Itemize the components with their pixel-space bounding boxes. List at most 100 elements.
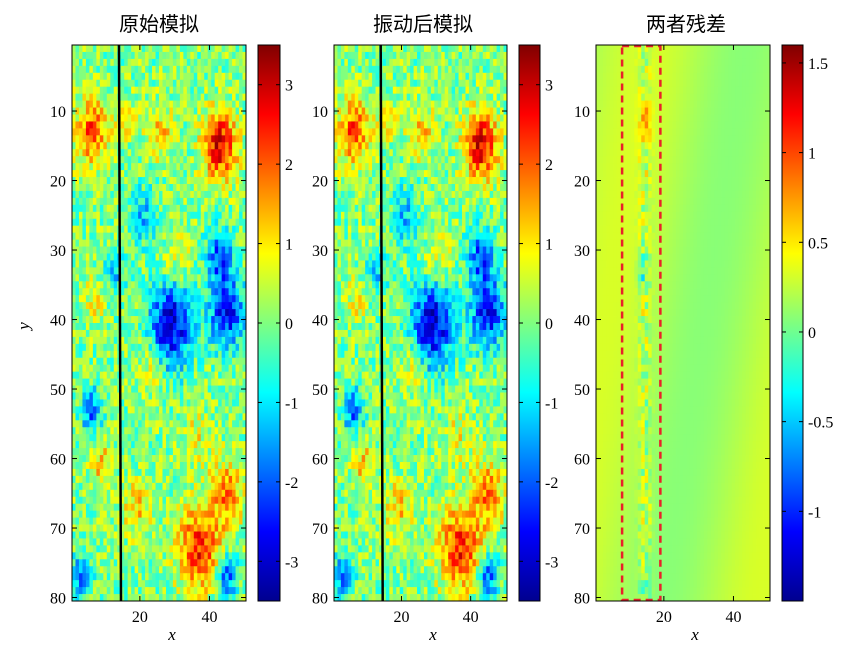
- heatmap-cell: [172, 211, 177, 220]
- heatmap-cell: [399, 156, 404, 164]
- heatmap-cell: [232, 149, 236, 157]
- heatmap-cell: [228, 580, 233, 588]
- heatmap-cell: [82, 594, 87, 602]
- heatmap-cell: [479, 114, 484, 122]
- heatmap-cell: [190, 323, 195, 331]
- heatmap-cell: [197, 371, 202, 379]
- heatmap-cell: [152, 455, 156, 463]
- heatmap-cell: [113, 587, 118, 595]
- heatmap-cell: [221, 448, 226, 456]
- heatmap-cell: [427, 149, 432, 157]
- heatmap-cell: [138, 406, 142, 414]
- heatmap-cell: [92, 45, 97, 53]
- heatmap-cell: [334, 156, 338, 164]
- heatmap-cell: [207, 197, 212, 206]
- heatmap-cell: [106, 489, 111, 498]
- heatmap-cell: [218, 142, 223, 150]
- heatmap-cell: [193, 510, 198, 518]
- heatmap-cell: [134, 323, 139, 331]
- heatmap-cell: [214, 538, 219, 546]
- heatmap-cell: [183, 156, 188, 164]
- heatmap-cell: [193, 594, 198, 602]
- heatmap-cell: [141, 587, 146, 595]
- heatmap-cell: [78, 566, 83, 574]
- heatmap-cell: [399, 107, 404, 115]
- heatmap-cell: [96, 448, 101, 456]
- heatmap-cell: [72, 531, 76, 539]
- heatmap-cell: [340, 72, 345, 81]
- heatmap-cell: [124, 392, 129, 400]
- heatmap-cell: [85, 232, 90, 240]
- heatmap-cell: [441, 100, 446, 108]
- heatmap-cell: [183, 295, 188, 303]
- heatmap-cell: [176, 413, 181, 421]
- heatmap-cell: [145, 455, 149, 463]
- heatmap-cell: [85, 93, 90, 101]
- heatmap-cell: [197, 357, 202, 366]
- heatmap-cell: [225, 594, 229, 602]
- heatmap-cell: [110, 399, 115, 407]
- heatmap-cell: [190, 482, 195, 491]
- heatmap-cell: [186, 79, 191, 88]
- heatmap-cell: [242, 121, 247, 129]
- heatmap-cell: [106, 482, 111, 491]
- heatmap-cell: [204, 274, 209, 282]
- heatmap-cell: [106, 496, 111, 505]
- heatmap-cell: [337, 86, 342, 95]
- heatmap-cell: [482, 93, 487, 101]
- heatmap-cell: [239, 420, 243, 428]
- heatmap-cell: [165, 281, 170, 289]
- heatmap-cell: [179, 65, 184, 74]
- heatmap-cell: [235, 462, 240, 470]
- heatmap-cell: [193, 350, 198, 359]
- heatmap-cell: [169, 364, 174, 373]
- heatmap-cell: [176, 281, 181, 289]
- heatmap-cell: [232, 288, 236, 296]
- heatmap-cell: [179, 552, 184, 560]
- heatmap-cell: [176, 364, 181, 373]
- heatmap-cell: [152, 378, 156, 386]
- heatmap-cell: [145, 100, 149, 108]
- heatmap-cell: [368, 156, 373, 164]
- heatmap-cell: [239, 489, 243, 498]
- heatmap-cell: [106, 65, 111, 74]
- heatmap-cell: [368, 86, 373, 95]
- heatmap-cell: [214, 329, 219, 338]
- heatmap-cell: [148, 503, 153, 512]
- heatmap-cell: [120, 197, 125, 206]
- heatmap-cell: [145, 295, 149, 303]
- heatmap-cell: [183, 114, 188, 122]
- heatmap-cell: [441, 135, 446, 143]
- heatmap-cell: [441, 93, 446, 101]
- heatmap-cell: [148, 336, 153, 345]
- heatmap-cell: [340, 142, 345, 150]
- heatmap-cell: [127, 448, 132, 456]
- heatmap-cell: [72, 378, 76, 386]
- heatmap-cell: [124, 107, 129, 115]
- heatmap-cell: [500, 100, 504, 108]
- heatmap-cell: [99, 392, 104, 400]
- heatmap-cell: [145, 225, 149, 234]
- heatmap-cell: [482, 135, 487, 143]
- heatmap-cell: [138, 343, 142, 352]
- heatmap-cell: [72, 211, 76, 220]
- heatmap-cell: [444, 100, 449, 108]
- heatmap-cell: [141, 100, 146, 108]
- heatmap-cell: [200, 295, 205, 303]
- heatmap-cell: [165, 316, 170, 324]
- heatmap-cell: [99, 121, 104, 129]
- heatmap-cell: [169, 197, 174, 206]
- heatmap-cell: [458, 51, 463, 60]
- heatmap-cell: [385, 51, 390, 60]
- heatmap-cell: [113, 496, 118, 505]
- heatmap-cell: [186, 267, 191, 275]
- heatmap-cell: [186, 371, 191, 379]
- heatmap-cell: [197, 302, 202, 310]
- heatmap-cell: [221, 371, 226, 379]
- heatmap-cell: [165, 260, 170, 268]
- heatmap-cell: [448, 121, 453, 129]
- heatmap-cell: [152, 517, 156, 525]
- heatmap-cell: [179, 496, 184, 505]
- heatmap-cell: [444, 135, 449, 143]
- heatmap-cell: [221, 475, 226, 484]
